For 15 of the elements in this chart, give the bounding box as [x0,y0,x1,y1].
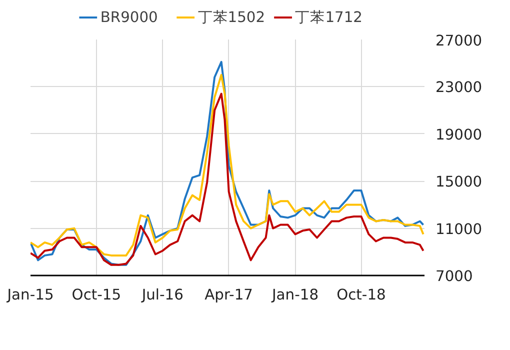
y-tick-label: 15000 [436,174,482,191]
x-tick-label: Apr-17 [204,286,254,304]
y-tick-label: 19000 [436,126,482,144]
y-tick-label: 7000 [436,268,473,285]
y-tick-label: 11000 [436,220,482,238]
x-tick-label: Oct-18 [336,286,386,304]
x-tick-label: Oct-15 [72,286,122,304]
legend-label: 丁苯1712 [295,9,363,26]
x-tick-label: Jan-15 [6,286,54,304]
x-tick-label: Jul-16 [140,286,184,304]
y-tick-label: 27000 [436,32,482,50]
x-tick-label: Jan-18 [270,286,319,304]
legend-label: 丁苯1502 [198,9,266,26]
y-tick-label: 23000 [436,79,482,96]
legend-label: BR9000 [100,9,158,26]
